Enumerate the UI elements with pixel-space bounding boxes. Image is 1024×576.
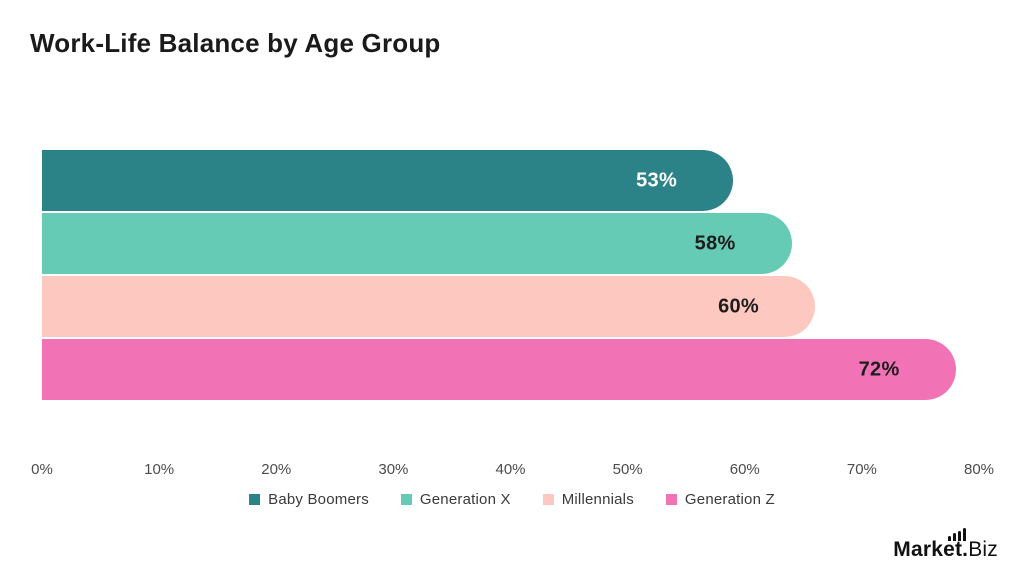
brand-name-bold: Market. bbox=[893, 538, 969, 561]
plot-area: 53% 58% 60% 72% bbox=[42, 150, 979, 402]
legend-item: Baby Boomers bbox=[249, 491, 369, 508]
legend-swatch-icon bbox=[542, 494, 554, 505]
x-axis-tick: 10% bbox=[144, 461, 175, 478]
x-axis-tick: 80% bbox=[963, 461, 995, 478]
legend-swatch-icon bbox=[665, 494, 677, 505]
brand-name-light: Biz bbox=[968, 538, 998, 561]
bar-value-label: 60% bbox=[718, 295, 760, 317]
bar-value-label: 72% bbox=[858, 358, 900, 380]
x-axis-tick: 70% bbox=[846, 461, 877, 478]
x-axis-tick: 50% bbox=[612, 461, 643, 478]
bar-millennials: 60% bbox=[42, 276, 816, 337]
legend-label: Generation X bbox=[419, 491, 511, 508]
x-axis-tick: 0% bbox=[31, 461, 53, 478]
legend-item: Generation X bbox=[400, 491, 511, 508]
legend-item: Generation Z bbox=[665, 491, 775, 508]
legend-swatch-icon bbox=[400, 494, 412, 505]
x-axis-tick: 40% bbox=[495, 461, 526, 478]
legend: Baby Boomers Generation X Millennials Ge… bbox=[0, 491, 1024, 508]
legend-label: Millennials bbox=[561, 491, 634, 508]
brand-logo: Market.Biz bbox=[893, 526, 998, 562]
legend-label: Generation Z bbox=[684, 491, 775, 508]
x-axis-tick: 30% bbox=[378, 461, 409, 478]
legend-item: Millennials bbox=[542, 491, 634, 508]
bar-generation-z: 72% bbox=[42, 339, 956, 400]
legend-label: Baby Boomers bbox=[268, 491, 369, 508]
chart-title: Work-Life Balance by Age Group bbox=[30, 28, 441, 58]
bar-value-label: 58% bbox=[694, 232, 736, 254]
x-axis-tick: 20% bbox=[261, 461, 292, 478]
bar-value-label: 53% bbox=[636, 169, 678, 191]
x-axis: 0% 10% 20% 30% 40% 50% 60% 70% 80% bbox=[31, 461, 994, 481]
bar-baby-boomers: 53% bbox=[42, 150, 734, 211]
bar-generation-x: 58% bbox=[42, 213, 792, 274]
x-axis-tick: 60% bbox=[729, 461, 760, 478]
legend-swatch-icon bbox=[249, 494, 261, 505]
brand-chart-bars-icon bbox=[948, 528, 967, 541]
